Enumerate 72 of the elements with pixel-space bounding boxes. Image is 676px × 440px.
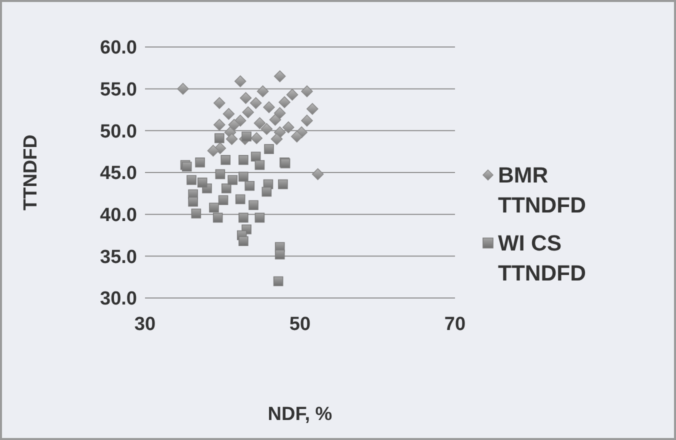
point — [238, 236, 248, 246]
point — [238, 172, 248, 182]
point — [234, 114, 246, 127]
y-tick-label: 40.0 — [100, 204, 137, 226]
point — [274, 250, 285, 260]
point — [262, 186, 272, 197]
x-tick-label: 50 — [289, 314, 311, 335]
point — [248, 200, 258, 210]
point — [209, 202, 219, 213]
point — [226, 133, 238, 145]
point — [228, 175, 238, 185]
point — [274, 107, 286, 119]
point — [235, 194, 246, 204]
point — [238, 212, 248, 223]
x-tick-label: 70 — [444, 314, 466, 335]
point — [228, 118, 240, 131]
point — [215, 169, 226, 180]
point — [282, 121, 294, 134]
y-axis-title: TTNDFD — [20, 134, 42, 210]
point — [234, 75, 246, 88]
point — [254, 117, 266, 130]
point — [274, 70, 286, 82]
point — [263, 101, 275, 114]
y-tick-label: 50.0 — [100, 121, 137, 142]
y-tick-label: 45.0 — [100, 163, 137, 184]
point — [256, 85, 269, 98]
y-tick-label: 55.0 — [100, 79, 137, 100]
point — [306, 103, 318, 115]
point — [278, 179, 288, 190]
point — [250, 97, 262, 109]
point — [214, 97, 226, 109]
point — [270, 133, 283, 145]
point — [207, 144, 220, 157]
point — [186, 175, 196, 185]
point — [222, 108, 235, 120]
point — [301, 114, 313, 127]
point — [312, 168, 324, 180]
legend-label: WI CS TTNDFD — [498, 230, 586, 286]
point — [214, 118, 226, 131]
point — [218, 195, 228, 206]
point — [188, 196, 198, 207]
point — [238, 155, 248, 165]
point — [254, 160, 265, 170]
point — [286, 88, 298, 101]
point — [254, 212, 265, 223]
point — [250, 132, 262, 144]
point — [250, 152, 261, 162]
point — [221, 183, 232, 194]
point — [278, 96, 290, 108]
y-tick-label: 30.0 — [100, 288, 137, 310]
legend-label: BMR TTNDFD — [498, 162, 586, 218]
point — [177, 82, 189, 95]
point — [214, 133, 224, 144]
point — [191, 208, 202, 218]
point — [197, 178, 208, 188]
point — [195, 158, 205, 168]
point — [244, 180, 255, 191]
point — [220, 155, 230, 165]
point — [301, 85, 313, 98]
point — [240, 92, 252, 104]
point — [242, 106, 254, 118]
point — [273, 276, 284, 286]
y-tick-label: 35.0 — [100, 246, 137, 268]
y-tick-label: 60.0 — [100, 38, 137, 59]
point — [264, 144, 274, 154]
x-tick-label: 30 — [134, 314, 156, 335]
point — [242, 132, 252, 142]
x-axis-title: NDF, % — [268, 404, 332, 425]
point — [212, 212, 223, 223]
point — [269, 114, 282, 126]
point — [260, 123, 273, 135]
point — [291, 130, 303, 142]
